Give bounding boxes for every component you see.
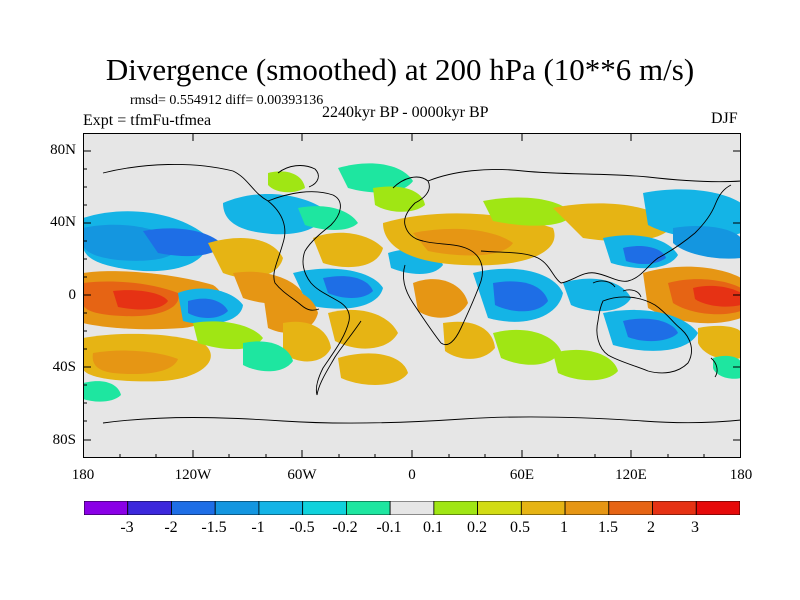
colorbar-label: 1	[560, 519, 568, 536]
field-blob	[338, 163, 413, 193]
field-blob	[243, 341, 293, 372]
field-blob	[413, 228, 513, 256]
field-blob	[143, 228, 223, 257]
field-blob	[328, 309, 398, 349]
experiment-label: Expt = tfmFu-tfmea	[83, 112, 212, 129]
colorbar-swatch	[345, 501, 391, 515]
south-asia-coast	[480, 232, 696, 284]
colorbar-swatch	[477, 501, 522, 515]
field-blob	[483, 197, 573, 226]
field-blob	[223, 193, 324, 235]
lat-label-0: 0	[68, 287, 77, 303]
field-blob	[193, 321, 263, 350]
colorbar	[84, 501, 740, 515]
lon-label-120w: 120W	[174, 467, 212, 483]
field-blob	[373, 186, 425, 212]
colorbar-swatch	[564, 501, 610, 515]
eurasia-north-coast	[427, 169, 741, 183]
field-blob	[208, 238, 283, 278]
field-blob	[673, 226, 741, 259]
south-america-east	[316, 320, 362, 396]
period-label: 2240kyr BP - 0000kyr BP	[322, 104, 489, 121]
field-blob	[298, 206, 358, 230]
colorbar-swatch	[84, 501, 129, 515]
field-blob	[553, 203, 673, 242]
lon-label-120e: 120E	[615, 467, 647, 483]
colorbar-swatch	[127, 501, 172, 515]
field-blob	[698, 325, 741, 360]
field-blob	[338, 353, 408, 385]
north-america-coast	[102, 164, 320, 311]
australia-coast	[596, 296, 692, 374]
greenland-coast	[277, 165, 319, 188]
field-layer	[83, 133, 741, 458]
colorbar-swatch	[695, 501, 740, 515]
field-blob	[263, 289, 318, 333]
coastlines	[102, 164, 741, 424]
field-blob	[623, 246, 666, 265]
lon-label-180w: 180	[71, 467, 95, 483]
lat-label-40s: 40S	[52, 359, 76, 375]
season-label: DJF	[711, 110, 738, 127]
colorbar-swatch	[214, 501, 260, 515]
field-blob	[693, 285, 741, 307]
colorbar-label: -0.5	[289, 519, 315, 536]
colorbar-swatch	[520, 501, 566, 515]
lat-label-80n: 80N	[50, 142, 76, 158]
colorbar-label: 0.5	[510, 519, 530, 536]
rmsd-diff-stats: rmsd= 0.554912 diff= 0.00393136	[130, 93, 324, 108]
field-blob	[563, 278, 631, 312]
colorbar-label: -2	[164, 519, 178, 536]
field-blob	[443, 321, 495, 359]
field-blob	[188, 298, 228, 318]
field-blob	[113, 290, 168, 310]
axis-ticks	[83, 133, 741, 458]
africa-coast	[402, 264, 442, 344]
field-blob	[623, 318, 678, 342]
colorbar-label: 0.2	[467, 519, 487, 536]
colorbar-label: -1	[251, 519, 265, 536]
lat-label-40n: 40N	[50, 214, 76, 230]
lon-label-0: 0	[408, 467, 416, 483]
field-blob	[92, 350, 178, 375]
colorbar-swatch	[389, 501, 435, 515]
lon-label-60w: 60W	[287, 467, 317, 483]
lon-label-60e: 60E	[509, 467, 535, 483]
colorbar-label: -3	[120, 519, 134, 536]
lat-label-80s: 80S	[52, 432, 76, 448]
colorbar-label: 1.5	[598, 519, 618, 536]
europe-africa-west-coast	[392, 176, 483, 346]
field-blob	[713, 355, 741, 379]
field-blob	[313, 232, 383, 268]
colorbar-label: 0.1	[423, 519, 443, 536]
colorbar-swatch	[171, 501, 216, 515]
colorbar-swatch	[608, 501, 653, 515]
colorbar-label: -1.5	[201, 519, 227, 536]
south-america-coast	[267, 191, 350, 396]
colorbar-swatch	[258, 501, 304, 515]
colorbar-label: 3	[691, 519, 699, 536]
field-blob	[83, 381, 121, 402]
colorbar-swatch	[652, 501, 697, 515]
field-blob	[268, 171, 305, 193]
field-blob	[283, 321, 331, 362]
east-asia-coast	[694, 184, 732, 234]
colorbar-label: 2	[647, 519, 655, 536]
colorbar-swatch	[433, 501, 478, 515]
field-blob	[323, 276, 373, 298]
field-blob	[413, 279, 468, 318]
plot-title: Divergence (smoothed) at 200 hPa (10**6 …	[105, 52, 695, 87]
antarctica-coast	[102, 416, 741, 424]
lon-label-180e: 180	[729, 467, 753, 483]
colorbar-label: -0.1	[376, 519, 402, 536]
field-blob	[553, 349, 618, 381]
islands-coast	[592, 280, 718, 378]
colorbar-label: -0.2	[332, 519, 358, 536]
field-blob	[493, 281, 548, 312]
colorbar-swatch	[302, 501, 347, 515]
divergence-map	[83, 133, 741, 458]
field-blob	[493, 329, 561, 365]
